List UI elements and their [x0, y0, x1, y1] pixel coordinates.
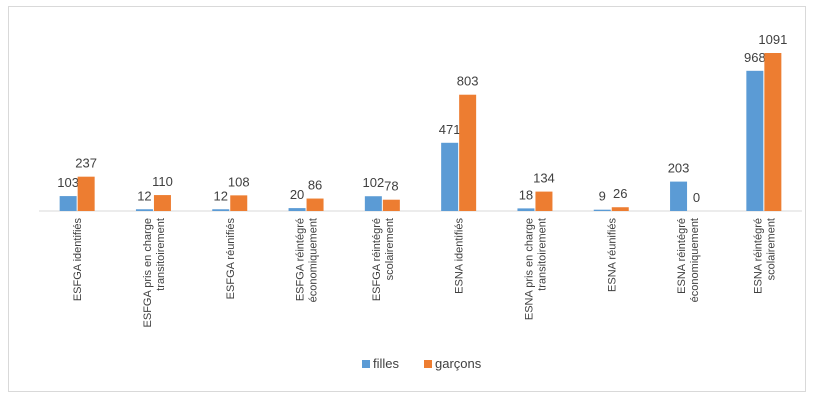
- data-label: 968: [744, 50, 766, 65]
- legend-swatch: [424, 360, 432, 368]
- data-label: 18: [519, 187, 533, 202]
- bar-garons: [459, 94, 477, 211]
- category-label: ESFGA pris en charge: [142, 218, 154, 327]
- category-label: ESFGA réintégré: [371, 218, 383, 301]
- bar-filles: [441, 142, 459, 211]
- bar-filles: [746, 70, 764, 211]
- category-label: économiquement: [689, 218, 701, 302]
- data-label: 471: [439, 122, 461, 137]
- data-label: 103: [57, 175, 79, 190]
- category-label: transitoirement: [536, 218, 548, 291]
- data-label: 78: [384, 179, 398, 194]
- category-label: scolairement: [384, 218, 396, 280]
- bar-garons: [153, 195, 171, 211]
- data-label: 12: [137, 188, 151, 203]
- bar-filles: [212, 209, 230, 211]
- legend-swatch: [362, 360, 370, 368]
- data-label: 26: [613, 186, 627, 201]
- bar-garons: [306, 198, 324, 211]
- category-label: ESFGA réunifiés: [225, 218, 237, 300]
- data-label: 0: [693, 190, 700, 205]
- data-label: 110: [152, 174, 173, 189]
- bar-garons: [382, 199, 400, 211]
- bar-garons: [764, 53, 782, 211]
- bar-filles: [670, 181, 688, 211]
- category-label: économiquement: [308, 218, 320, 302]
- bar-filles: [364, 196, 382, 211]
- data-label: 1091: [758, 32, 787, 47]
- bar-garons: [230, 195, 248, 211]
- data-label: 12: [214, 188, 228, 203]
- data-label: 203: [668, 161, 690, 176]
- category-label: transitoirement: [155, 218, 167, 291]
- data-label: 237: [75, 156, 97, 171]
- category-label: ESNA réintégré: [676, 218, 688, 294]
- data-label: 134: [533, 171, 555, 186]
- data-label: 9: [599, 189, 606, 204]
- data-label: 108: [228, 174, 250, 189]
- bar-filles: [288, 208, 306, 211]
- bar-filles: [135, 209, 153, 211]
- category-label: ESFGA identifiés: [72, 218, 84, 302]
- bar-garons: [611, 207, 629, 211]
- data-label: 102: [362, 175, 384, 190]
- bar-filles: [517, 208, 535, 211]
- data-label: 20: [290, 187, 304, 202]
- category-label: ESNA réintégré: [752, 218, 764, 294]
- bar-garons: [535, 191, 553, 211]
- bar-filles: [59, 196, 77, 211]
- data-label: 803: [457, 74, 479, 89]
- category-label: scolairement: [765, 218, 777, 280]
- legend-label: filles: [373, 356, 400, 371]
- legend-label: garçons: [435, 356, 482, 371]
- category-label: ESNA identifiés: [454, 218, 466, 294]
- category-label: ESNA pris en charge: [523, 218, 535, 320]
- data-label: 86: [308, 178, 322, 193]
- bar-garons: [77, 176, 95, 211]
- category-label: ESNA réunifiés: [606, 218, 618, 292]
- category-label: ESFGA réintégré: [295, 218, 307, 301]
- bar-filles: [593, 209, 611, 211]
